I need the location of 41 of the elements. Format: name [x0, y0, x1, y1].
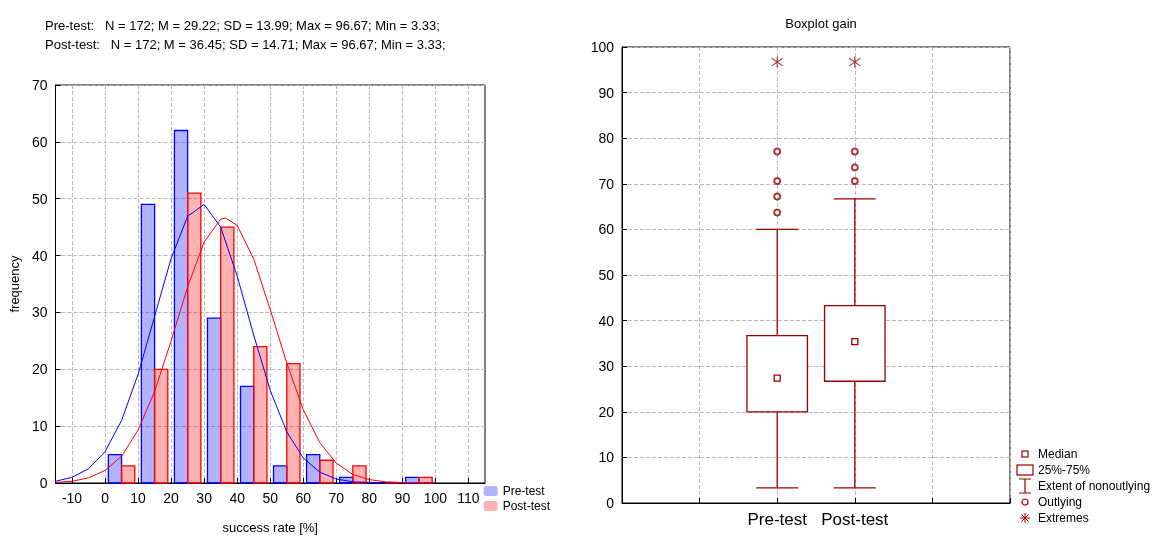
y-tick-label: 20	[31, 361, 48, 378]
y-tick-label: 80	[598, 130, 615, 147]
x-tick-label: 10	[130, 490, 147, 506]
y-tick-label: 90	[598, 84, 615, 101]
x-tick-label: 100	[423, 490, 448, 506]
chart-title: Pre-test: N = 172; M = 29.22; SD = 13.99; Max = 96.67; Min = 3.33;	[45, 18, 440, 33]
y-axis-title: frequency	[7, 254, 22, 313]
x-tick-label: 90	[394, 490, 411, 506]
y-tick-label: 50	[31, 190, 48, 207]
y-tick-label: 10	[31, 418, 48, 435]
y-tick-label: 40	[598, 312, 615, 329]
y-tick-label: 60	[598, 221, 615, 238]
y-tick-label: 30	[31, 304, 48, 321]
x-tick-label: 50	[262, 490, 279, 506]
text: Extent of nonoutlying	[1038, 478, 1151, 494]
y-tick-label: 20	[598, 403, 615, 420]
text: Median	[1038, 446, 1078, 462]
text: 25%-75%	[1038, 462, 1091, 478]
text: Outlying	[1038, 494, 1083, 510]
y-tick-label: 70	[598, 175, 615, 192]
y-tick-label: 50	[598, 267, 615, 283]
y-tick-label: 40	[31, 247, 48, 264]
chart-subtitle: Post-test: N = 172; M = 36.45; SD = 14.71; Max = 96.67; Min = 3.33;	[45, 37, 446, 52]
y-tick-label: 30	[598, 358, 615, 375]
x-tick-label: -10	[61, 490, 83, 506]
x-tick-label: 70	[328, 490, 345, 506]
x-tick-label: 40	[229, 490, 246, 506]
text: Extremes	[1038, 510, 1089, 526]
y-tick-label: 100	[590, 39, 615, 55]
x-tick-label: 60	[295, 490, 312, 506]
x-tick-label: 0	[101, 490, 110, 506]
y-tick-label: 60	[31, 133, 48, 150]
x-tick-label: 80	[361, 490, 378, 506]
y-tick-label: 0	[39, 475, 48, 491]
x-tick-label: 30	[196, 490, 213, 506]
y-tick-label: 10	[598, 449, 615, 466]
y-tick-label: 70	[31, 77, 48, 93]
x-tick-label: 20	[163, 490, 180, 506]
chart-title: Boxplot gain	[785, 16, 857, 31]
x-axis-title: success rate [%]	[222, 520, 318, 535]
x-tick-label: 110	[457, 490, 480, 506]
